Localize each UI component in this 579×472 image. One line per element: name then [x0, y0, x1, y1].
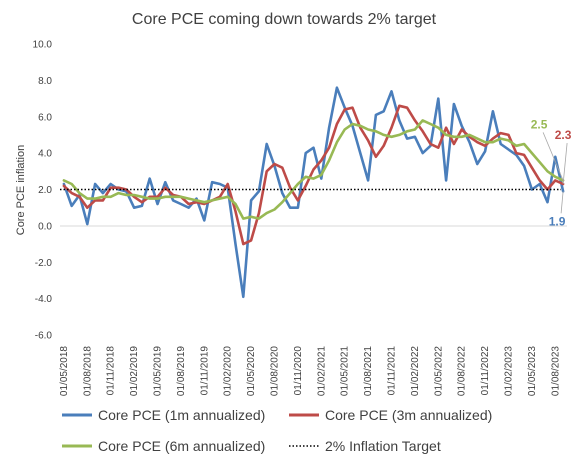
x-axis-ticks: 01/05/2018 01/08/2018 01/11/2018 01/02/2019…: [59, 346, 561, 396]
y-tick-label: 8.0: [38, 76, 52, 87]
legend-label: Core PCE (6m annualized): [98, 438, 265, 454]
x-tick-label: 01/11/2019: [199, 346, 210, 396]
x-tick-label: 01/05/2022: [433, 346, 444, 396]
x-tick-label: 01/08/2023: [550, 346, 561, 396]
series-line: [62, 104, 565, 246]
chart-title: Core PCE coming down towards 2% target: [132, 11, 437, 28]
x-tick-label: 01/05/2023: [527, 346, 538, 396]
end-label-leader: [562, 143, 568, 185]
legend-label: 2% Inflation Target: [325, 438, 441, 454]
y-tick-label: 4.0: [38, 149, 52, 160]
x-tick-label: 01/05/2018: [59, 346, 70, 396]
end-label-leader: [542, 132, 564, 181]
x-tick-label: 01/02/2023: [504, 346, 515, 396]
x-tick-label: 01/02/2022: [410, 346, 421, 396]
y-tick-label: -2.0: [35, 258, 53, 269]
y-tick-label: 0.0: [38, 221, 52, 232]
x-tick-label: 01/08/2019: [176, 346, 187, 396]
end-label-text: 2.5: [531, 117, 548, 131]
x-tick-label: 01/08/2020: [270, 346, 281, 396]
series-line: [62, 119, 565, 220]
x-tick-label: 01/02/2020: [223, 346, 234, 396]
x-tick-label: 01/11/2021: [387, 346, 398, 396]
x-tick-label: 01/11/2022: [480, 346, 491, 396]
end-labels: 2.5 2.3 1.9: [531, 117, 572, 228]
y-axis-ticks: 10.0 8.0 6.0 4.0 2.0 0.0 -2.0 -4.0 -6.0: [33, 40, 53, 342]
x-tick-label: 01/02/2021: [316, 346, 327, 396]
legend-label: Core PCE (3m annualized): [325, 407, 492, 423]
x-tick-label: 01/05/2019: [153, 346, 164, 396]
x-tick-label: 01/08/2021: [363, 346, 374, 396]
y-tick-label: -4.0: [35, 294, 53, 305]
x-tick-label: 01/08/2018: [82, 346, 93, 396]
y-axis-label: Core PCE inflation: [15, 145, 27, 236]
x-tick-label: 01/05/2020: [246, 346, 257, 396]
x-tick-label: 01/08/2022: [457, 346, 468, 396]
end-label-text: 1.9: [549, 214, 566, 228]
legend: Core PCE (1m annualized) Core PCE (3m ann…: [62, 407, 492, 454]
y-tick-label: 2.0: [38, 185, 52, 196]
series-line: [62, 86, 565, 299]
x-tick-label: 01/02/2019: [129, 346, 140, 396]
y-tick-label: 6.0: [38, 112, 52, 123]
x-tick-label: 01/05/2021: [340, 346, 351, 396]
end-label-leader: [560, 191, 564, 214]
end-label-text: 2.3: [555, 128, 572, 142]
legend-label: Core PCE (1m annualized): [98, 407, 265, 423]
y-tick-label: -6.0: [35, 331, 53, 342]
x-tick-label: 01/11/2020: [293, 346, 304, 396]
series-layer: [60, 86, 565, 299]
x-tick-label: 01/11/2018: [106, 346, 117, 396]
y-tick-label: 10.0: [33, 40, 53, 51]
